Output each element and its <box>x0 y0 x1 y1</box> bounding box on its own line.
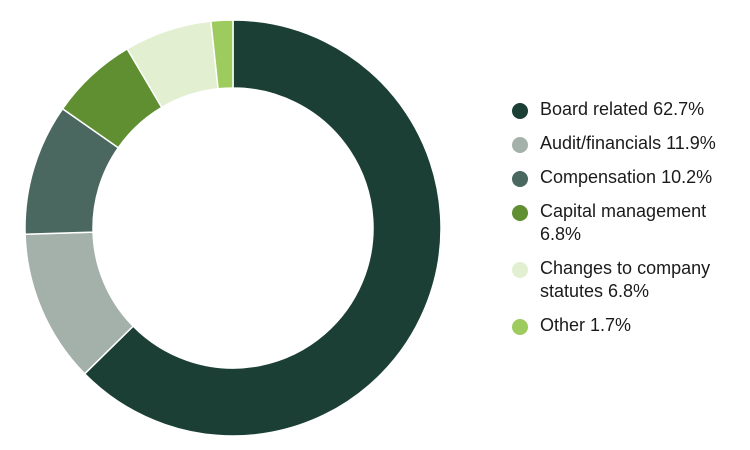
legend-item-other: Other 1.7% <box>512 314 744 337</box>
legend-swatch <box>512 262 528 278</box>
legend-item-board-related: Board related 62.7% <box>512 98 744 121</box>
legend-item-changes-to-company-statutes: Changes to company statutes 6.8% <box>512 257 744 303</box>
legend-label: Audit/financials 11.9% <box>540 133 716 153</box>
donut-slice-board-related <box>83 19 442 437</box>
legend-item-audit-financials: Audit/financials 11.9% <box>512 132 744 155</box>
legend-swatch <box>512 171 528 187</box>
legend-swatch <box>512 319 528 335</box>
donut-chart <box>24 19 442 437</box>
donut-slice-other <box>210 19 234 90</box>
legend: Board related 62.7% Audit/financials 11.9… <box>512 98 744 348</box>
legend-label: Changes to company statutes 6.8% <box>540 258 711 301</box>
legend-label: Capital management 6.8% <box>540 201 707 244</box>
legend-label: Compensation 10.2% <box>540 167 713 187</box>
legend-item-capital-management: Capital management 6.8% <box>512 200 744 246</box>
legend-swatch <box>512 205 528 221</box>
legend-swatch <box>512 137 528 153</box>
legend-label: Other 1.7% <box>540 315 632 335</box>
legend-item-compensation: Compensation 10.2% <box>512 166 744 189</box>
legend-label: Board related 62.7% <box>540 99 705 119</box>
legend-swatch <box>512 103 528 119</box>
